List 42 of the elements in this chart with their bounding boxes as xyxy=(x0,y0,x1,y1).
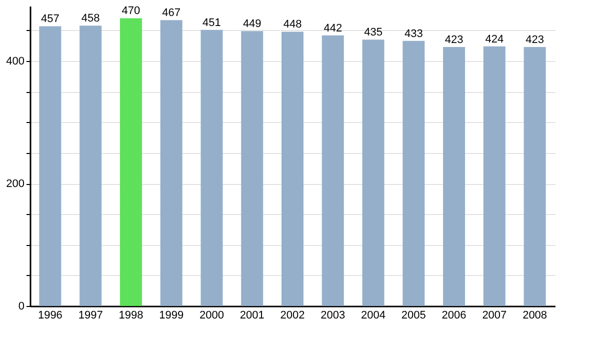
x-tick-label: 2005 xyxy=(401,310,426,322)
data-label: 442 xyxy=(324,22,342,34)
x-tick-label: 2008 xyxy=(522,310,548,322)
data-label: 423 xyxy=(444,34,464,46)
x-tick-label: 2006 xyxy=(442,310,466,322)
bar xyxy=(483,46,506,306)
x-tick-label: 1997 xyxy=(78,310,103,322)
bar xyxy=(39,26,62,306)
x-tick-label: 2000 xyxy=(199,310,224,322)
bar xyxy=(402,40,425,306)
y-tick-label: 200 xyxy=(6,178,24,190)
data-label: 433 xyxy=(404,28,423,40)
data-label: 449 xyxy=(242,18,262,30)
x-tick-label: 2001 xyxy=(240,310,264,322)
x-tick-label: 2004 xyxy=(361,310,386,322)
bar xyxy=(200,30,223,306)
data-label: 458 xyxy=(81,12,100,25)
y-tick-label: 400 xyxy=(6,56,24,68)
bar xyxy=(160,20,182,306)
y-tick-label: 0 xyxy=(18,300,24,312)
x-tick-label: 1999 xyxy=(159,310,184,322)
x-tick-label: 2003 xyxy=(320,310,346,322)
x-tick-label: 1998 xyxy=(118,310,144,322)
bar xyxy=(443,47,466,306)
bar xyxy=(524,47,546,306)
data-label: 424 xyxy=(485,33,504,46)
bar xyxy=(362,40,384,306)
bar xyxy=(80,26,102,306)
data-label: 435 xyxy=(364,26,382,39)
bar xyxy=(282,32,304,306)
data-label: 457 xyxy=(41,13,60,26)
x-tick-label: 2007 xyxy=(482,310,507,322)
data-label: 470 xyxy=(122,5,140,18)
data-label: 467 xyxy=(162,7,181,20)
x-tick-label: 1996 xyxy=(38,310,62,322)
bar xyxy=(120,18,142,306)
bar xyxy=(322,35,344,306)
x-tick-label: 2002 xyxy=(280,310,305,322)
data-label: 448 xyxy=(283,18,302,31)
data-label: 423 xyxy=(526,34,544,46)
bar xyxy=(241,31,264,306)
data-label: 451 xyxy=(202,16,221,29)
